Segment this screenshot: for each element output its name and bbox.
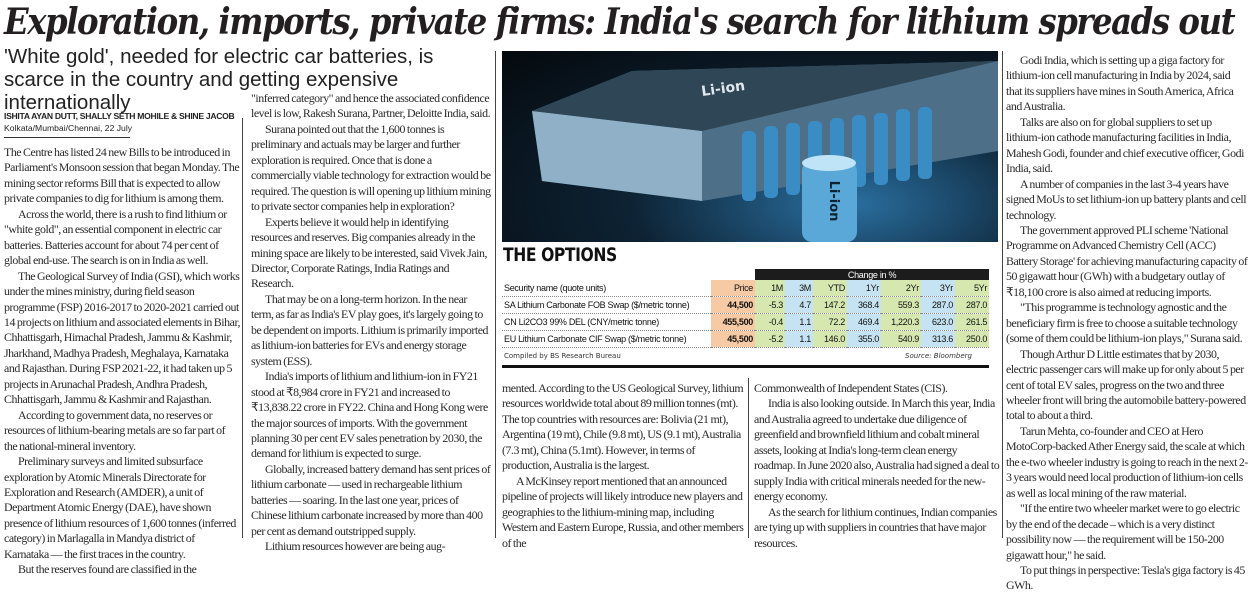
article-column-3: mented. According to the US Geological S… bbox=[502, 381, 746, 551]
table-row: CN Li2CO3 99% DEL (CNY/metric tonne) 455,… bbox=[502, 313, 990, 331]
options-table: Change in % Security name (quote units) P… bbox=[502, 269, 990, 348]
change-cell: 1Yr bbox=[847, 280, 881, 297]
photo-label: Li-ion bbox=[826, 181, 841, 222]
change-cell: 5Yr bbox=[955, 280, 990, 297]
change-cell: 1,220.3 bbox=[881, 313, 921, 331]
change-cell: -5.3 bbox=[755, 296, 785, 314]
battery-photo: Li-ion Li-ion bbox=[502, 51, 998, 242]
price-cell: 44,500 bbox=[711, 296, 755, 314]
change-group-header: Change in % bbox=[755, 269, 990, 280]
change-cell: 3Yr bbox=[921, 280, 955, 297]
price-cell: 455,500 bbox=[711, 313, 755, 331]
security-name-cell: Security name (quote units) bbox=[502, 280, 711, 297]
change-cell: 623.0 bbox=[921, 313, 955, 331]
column-divider bbox=[495, 51, 496, 538]
change-cell: 2Yr bbox=[881, 280, 921, 297]
byline: ISHITA AYAN DUTT, SHALLY SETH MOHILE & S… bbox=[4, 110, 235, 138]
article-paragraph: That may be on a long-term horizon. In t… bbox=[251, 291, 489, 368]
article-column-5: Godi India, which is setting up a giga f… bbox=[1006, 53, 1248, 594]
change-cell: 72.2 bbox=[813, 313, 847, 331]
article-paragraph: Experts believe it would help in identif… bbox=[251, 214, 488, 291]
change-cell: 250.0 bbox=[955, 330, 990, 348]
column-divider bbox=[1002, 51, 1003, 538]
article-paragraph: According to government data, no reserve… bbox=[4, 407, 226, 453]
article-paragraph: Godi India, which is setting up a giga f… bbox=[1006, 53, 1234, 114]
byline-dateline: Kolkata/Mumbai/Chennai, 22 July bbox=[4, 123, 133, 133]
compiled-credit: Compiled by BS Research Bureau bbox=[504, 352, 621, 360]
article-column-2: "inferred category" and hence the associ… bbox=[251, 91, 491, 555]
change-cell: -0.4 bbox=[755, 313, 785, 331]
change-cell: 559.3 bbox=[881, 296, 921, 314]
article-paragraph: Lithium resources however are being aug- bbox=[265, 539, 446, 554]
table-row: EU Lithium Carbonate CIF Swap ($/metric … bbox=[502, 330, 990, 348]
change-cell: 1M bbox=[755, 280, 785, 297]
article-paragraph: "If the entire two wheeler market were t… bbox=[1006, 501, 1240, 562]
price-cell: 45,500 bbox=[711, 330, 755, 348]
article-paragraph: Preliminary surveys and limited subsurfa… bbox=[4, 454, 236, 561]
article-paragraph: Though Arthur D Little estimates that by… bbox=[1006, 346, 1246, 423]
headline: Exploration, imports, private firms: Ind… bbox=[4, 1, 1236, 43]
article-paragraph: The government approved PLI scheme 'Nati… bbox=[1006, 222, 1248, 299]
photo-lid-label: Li-ion bbox=[700, 78, 746, 100]
column-divider bbox=[242, 118, 243, 538]
change-cell: 4.7 bbox=[785, 296, 813, 314]
lithium-battery-illustration: Li-ion Li-ion bbox=[532, 61, 998, 242]
price-cell: Price bbox=[711, 280, 755, 297]
security-name-cell: EU Lithium Carbonate CIF Swap ($/metric … bbox=[502, 330, 711, 348]
change-cell: -5.2 bbox=[755, 330, 785, 348]
change-cell: 469.4 bbox=[847, 313, 881, 331]
article-paragraph: The Geological Survey of India (GSI), wh… bbox=[4, 268, 240, 407]
article-paragraph: The Centre has listed 24 new Bills to be… bbox=[4, 145, 240, 206]
article-column-4: Commonwealth of Independent States (CIS)… bbox=[754, 381, 1000, 551]
table-row: SA Lithium Carbonate FOB Swap ($/metric … bbox=[502, 296, 990, 314]
article-paragraph: A number of companies in the last 3-4 ye… bbox=[1006, 176, 1247, 222]
article-paragraph: Tarun Mehta, co-founder and CEO at Hero … bbox=[1006, 423, 1248, 500]
article-paragraph: India's imports of lithium and lithium-i… bbox=[251, 369, 488, 461]
byline-authors: ISHITA AYAN DUTT, SHALLY SETH MOHILE & S… bbox=[4, 111, 235, 121]
subheadline: 'White gold', needed for electric car ba… bbox=[4, 45, 434, 114]
change-cell: 313.6 bbox=[921, 330, 955, 348]
article-paragraph: But the reserves found are classified in… bbox=[18, 562, 197, 577]
change-cell: 287.0 bbox=[955, 296, 990, 314]
article-paragraph: To put things in perspective: Tesla's gi… bbox=[1006, 562, 1245, 593]
change-cell: 1.1 bbox=[785, 330, 813, 348]
change-cell: 287.0 bbox=[921, 296, 955, 314]
change-cell: 146.0 bbox=[813, 330, 847, 348]
change-cell: 3M bbox=[785, 280, 813, 297]
change-cell: 1.1 bbox=[785, 313, 813, 331]
article-paragraph: Globally, increased battery demand has s… bbox=[251, 461, 491, 538]
article-paragraph: mented. According to the US Geological S… bbox=[502, 381, 744, 473]
change-cell: 147.2 bbox=[813, 296, 847, 314]
article-paragraph: Across the world, there is a rush to fin… bbox=[4, 206, 227, 268]
article-paragraph: Talks are also on for global suppliers t… bbox=[1006, 114, 1244, 176]
source-credit: Source: Bloomberg bbox=[905, 352, 972, 360]
article-paragraph: As the search for lithium continues, Ind… bbox=[754, 504, 997, 550]
article-paragraph: Commonwealth of Independent States (CIS)… bbox=[754, 381, 948, 395]
article-column-1: The Centre has listed 24 new Bills to be… bbox=[4, 145, 240, 578]
change-cell: 540.9 bbox=[881, 330, 921, 348]
article-paragraph: "This programme is technology agnostic a… bbox=[1006, 300, 1243, 346]
table-bottom-rule bbox=[502, 365, 989, 368]
table-header-row: Security name (quote units) Price 1M 3M YTD 1… bbox=[502, 280, 990, 297]
column-divider bbox=[748, 378, 749, 538]
security-name-cell: CN Li2CO3 99% DEL (CNY/metric tonne) bbox=[502, 313, 711, 331]
article-paragraph: Surana pointed out that the 1,600 tonnes… bbox=[251, 121, 491, 214]
security-name-cell: SA Lithium Carbonate FOB Swap ($/metric … bbox=[502, 296, 711, 314]
change-cell: 261.5 bbox=[955, 313, 990, 331]
article-paragraph: A McKinsey report mentioned that an anno… bbox=[502, 473, 744, 550]
change-cell: 355.0 bbox=[847, 330, 881, 348]
change-cell: 368.4 bbox=[847, 296, 881, 314]
change-cell: YTD bbox=[813, 280, 847, 297]
article-paragraph: "inferred category" and hence the associ… bbox=[251, 91, 491, 121]
options-table-title: THE OPTIONS bbox=[503, 244, 617, 266]
article-paragraph: India is also looking outside. In March … bbox=[754, 396, 1000, 504]
